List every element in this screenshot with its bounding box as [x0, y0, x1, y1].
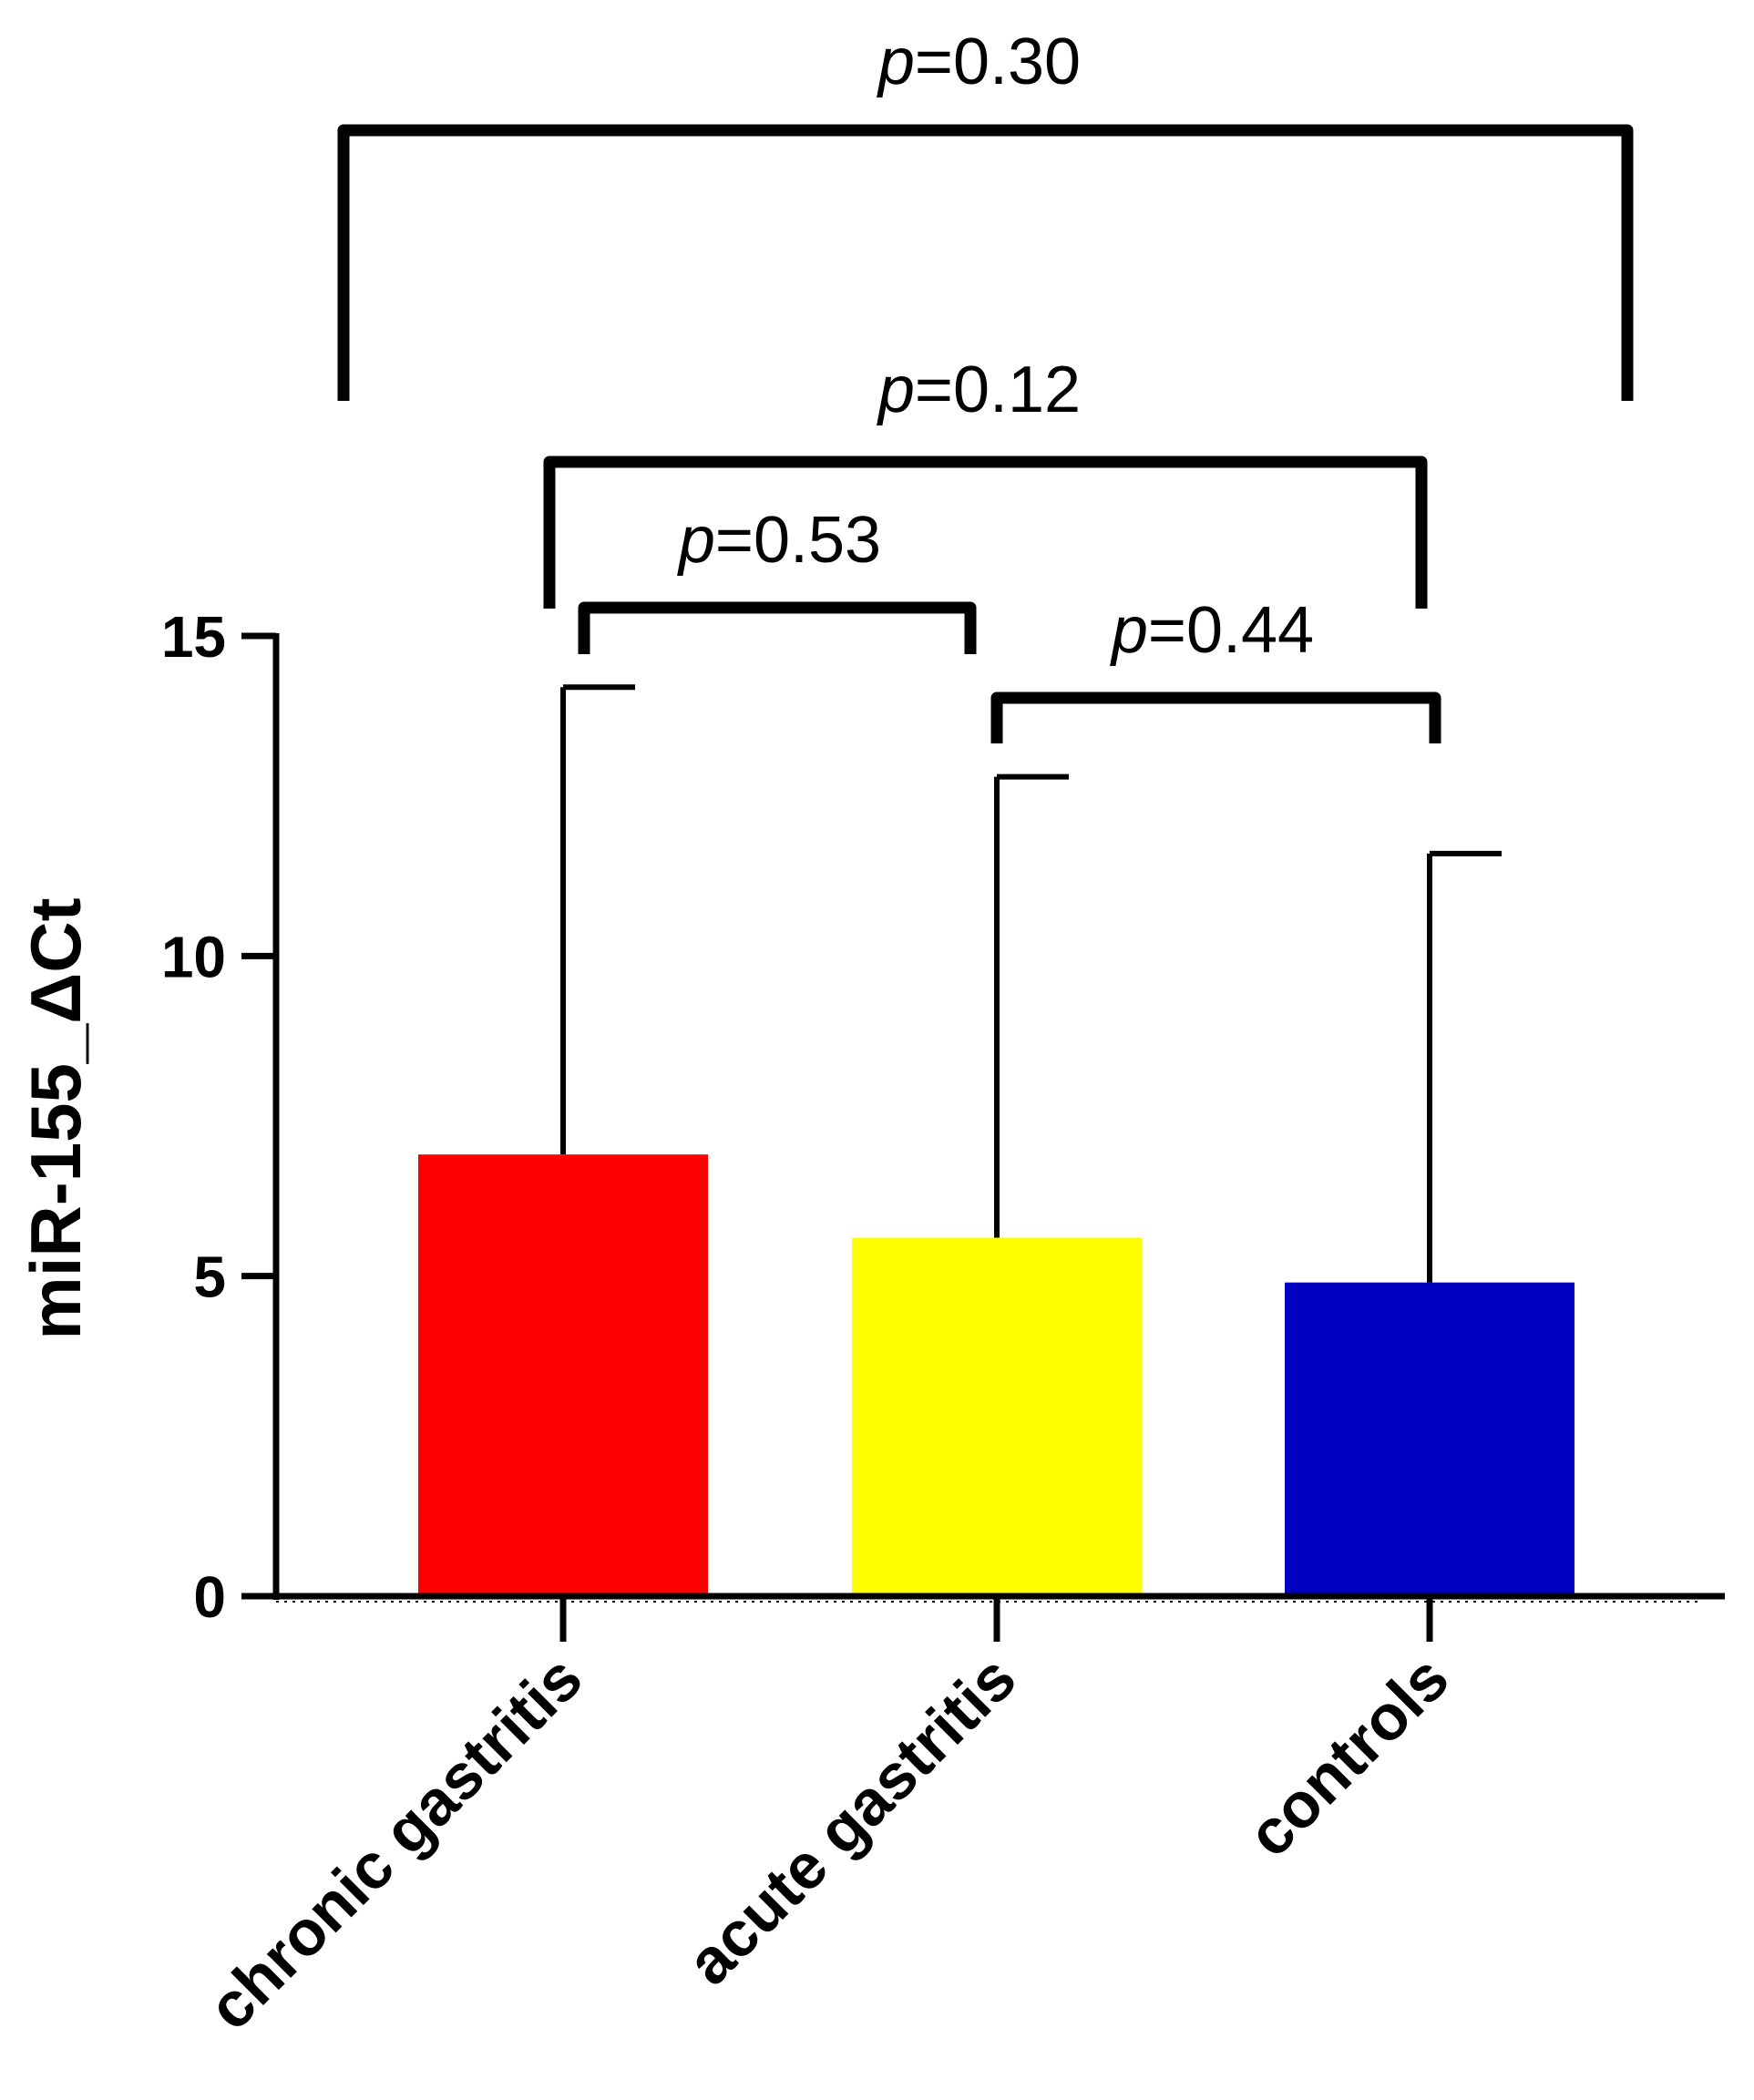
y-tick-label-5: 5: [193, 1245, 226, 1310]
x-category-label-chronic-gastritis: chronic gastritis: [194, 1642, 595, 2043]
y-tick-label-15: 15: [161, 604, 226, 670]
p-symbol: p: [877, 26, 915, 98]
x-category-label-acute-gastritis: acute gastritis: [673, 1642, 1030, 1998]
p-value: =0.53: [715, 504, 881, 577]
comparisons-layer: p=0.30p=0.12p=0.53p=0.44: [337, 26, 1634, 743]
comparison-bracket-3: p=0.53: [578, 504, 977, 654]
p-value-label: p=0.30: [877, 26, 1081, 98]
error-bar-chronic-gastritis: [560, 684, 635, 1155]
x-category-label-controls: controls: [1234, 1642, 1462, 1870]
bracket-line: [990, 691, 1441, 743]
comparison-bracket-1: p=0.30: [337, 26, 1634, 401]
error-bar-controls: [1427, 850, 1502, 1283]
p-value-label: p=0.12: [877, 353, 1081, 426]
p-value: =0.30: [915, 26, 1081, 98]
y-tick-label-0: 0: [193, 1564, 226, 1630]
bars-layer: [418, 1154, 1574, 1596]
p-value-label: p=0.44: [1110, 594, 1314, 667]
p-value: =0.44: [1148, 594, 1314, 667]
p-symbol: p: [677, 504, 715, 577]
p-value: =0.12: [915, 353, 1081, 426]
error-bars-layer: [560, 684, 1502, 1283]
bar-controls: [1285, 1282, 1574, 1596]
comparison-bracket-2: p=0.12: [543, 353, 1428, 609]
bracket-line: [337, 124, 1634, 401]
comparison-bracket-4: p=0.44: [990, 594, 1441, 743]
p-value-label: p=0.53: [677, 504, 881, 577]
bar-acute-gastritis: [852, 1237, 1142, 1596]
y-tick-label-10: 10: [161, 924, 226, 989]
bar-chronic-gastritis: [418, 1154, 708, 1596]
error-bar-acute-gastritis: [994, 773, 1069, 1238]
p-symbol: p: [1110, 594, 1148, 667]
bracket-line: [543, 456, 1428, 609]
y-axis-title: miR-155_ΔCt: [15, 897, 96, 1339]
bracket-line: [578, 601, 977, 654]
p-symbol: p: [877, 353, 915, 426]
